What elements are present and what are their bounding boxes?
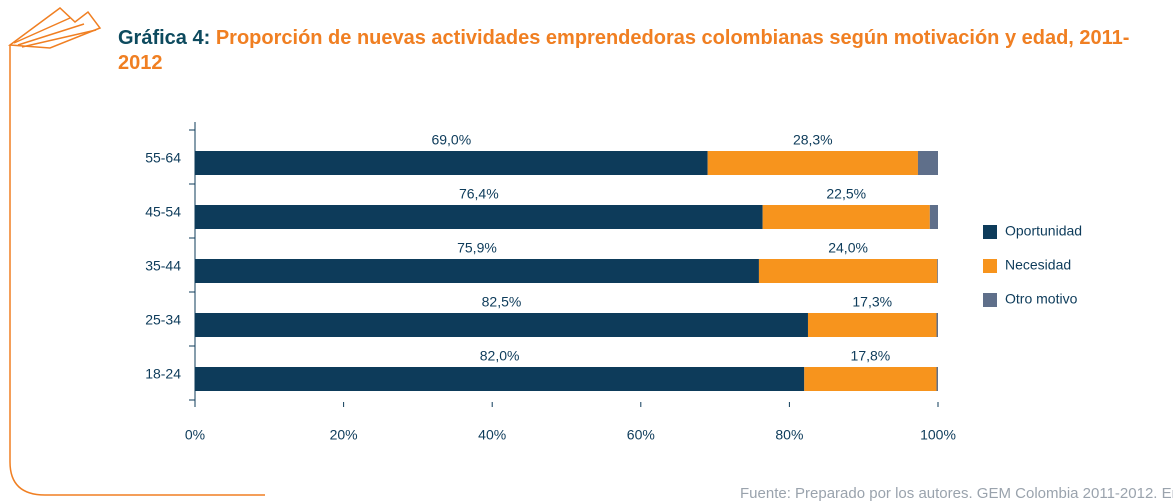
title-text: Proporción de nuevas actividades emprend… <box>118 27 1130 74</box>
bar-segment <box>707 151 918 175</box>
bar-segment <box>195 151 708 175</box>
bar-segment <box>758 259 938 283</box>
legend-swatch <box>983 225 997 239</box>
title-label: Gráfica 4: <box>118 27 211 49</box>
legend-label: Otro motivo <box>1005 291 1078 307</box>
value-label: 17,8% <box>851 348 891 364</box>
legend-swatch <box>983 259 997 273</box>
bar-segment <box>195 367 805 391</box>
x-tick-label: 100% <box>920 427 956 443</box>
y-tick-label: 45-54 <box>145 204 181 220</box>
value-label: 24,0% <box>828 240 868 256</box>
bar-segment <box>936 367 938 391</box>
value-label: 17,3% <box>852 294 892 310</box>
frame-line <box>9 45 265 496</box>
y-tick-label: 25-34 <box>145 312 181 328</box>
value-label: 82,5% <box>482 294 522 310</box>
bar-segment <box>762 205 930 229</box>
y-tick-label: 18-24 <box>145 366 181 382</box>
bar-segment <box>936 313 938 337</box>
bar-segment <box>929 205 938 229</box>
folder-lines <box>13 17 97 48</box>
value-label: 76,4% <box>459 186 499 202</box>
decoration <box>7 7 265 496</box>
folder-icon <box>7 7 102 49</box>
legend-label: Oportunidad <box>1005 223 1082 239</box>
legend-label: Necesidad <box>1005 257 1071 273</box>
y-tick-label: 35-44 <box>145 258 181 274</box>
y-tick-label: 55-64 <box>145 150 181 166</box>
bar-segment <box>917 151 938 175</box>
bar-segment <box>804 367 937 391</box>
x-tick-label: 20% <box>330 427 358 443</box>
bar-segment <box>195 313 808 337</box>
bar-segment <box>937 259 938 283</box>
x-tick-label: 40% <box>478 427 506 443</box>
x-tick-label: 80% <box>775 427 803 443</box>
value-label: 22,5% <box>826 186 866 202</box>
x-tick-label: 60% <box>627 427 655 443</box>
legend-swatch <box>983 293 997 307</box>
chart-title: Gráfica 4: Proporción de nuevas activida… <box>118 26 1168 76</box>
source: Fuente: Preparado por los autores. GEM C… <box>740 485 1173 502</box>
bar-segment <box>195 259 759 283</box>
bar-segment <box>195 205 763 229</box>
bar-segment <box>807 313 937 337</box>
value-label: 82,0% <box>480 348 520 364</box>
value-label: 75,9% <box>457 240 497 256</box>
value-label: 28,3% <box>793 132 833 148</box>
x-tick-label: 0% <box>185 427 205 443</box>
value-label: 69,0% <box>431 132 471 148</box>
